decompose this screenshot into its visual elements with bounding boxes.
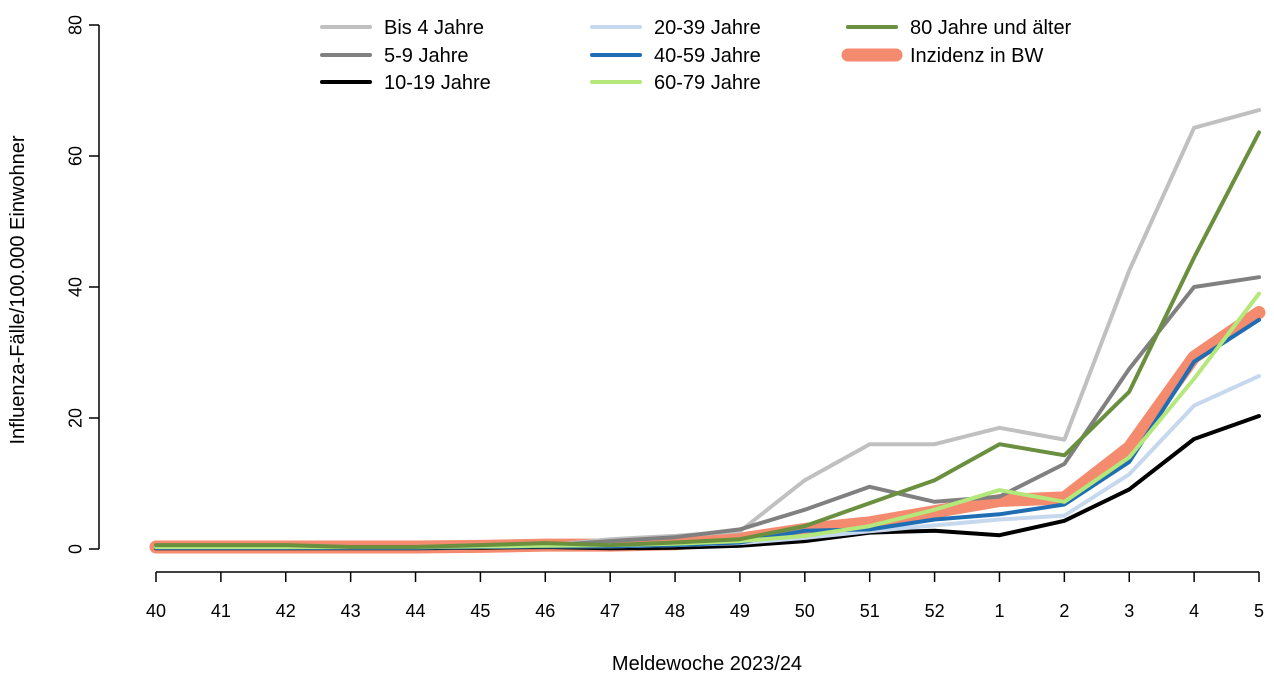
- x-tick-label: 2: [1059, 601, 1069, 621]
- legend-label: Bis 4 Jahre: [384, 17, 484, 39]
- y-tick-label: 0: [65, 544, 85, 554]
- x-tick-label: 3: [1124, 601, 1134, 621]
- x-tick-label: 41: [211, 601, 231, 621]
- x-tick-label: 45: [470, 601, 490, 621]
- legend-label: 10-19 Jahre: [384, 72, 491, 94]
- x-tick-label: 42: [276, 601, 296, 621]
- legend-label: Inzidenz in BW: [910, 45, 1044, 67]
- x-axis: 40 41 42 43 44 45 46 47 48 49 50 51 52 1 2 3 4 5: [146, 571, 1264, 621]
- x-tick-label: 43: [341, 601, 361, 621]
- x-tick-label: 50: [795, 601, 815, 621]
- y-tick-label: 80: [65, 15, 85, 35]
- y-axis-title: Influenza-Fälle/100.000 Einwohner: [7, 135, 29, 444]
- x-tick-label: 52: [925, 601, 945, 621]
- legend-label: 60-79 Jahre: [654, 72, 761, 94]
- series-line-7: [149, 306, 1266, 554]
- x-tick-label: 5: [1254, 601, 1264, 621]
- legend-label: 5-9 Jahre: [384, 45, 469, 67]
- x-tick-label: 40: [146, 601, 166, 621]
- x-tick-label: 49: [730, 601, 750, 621]
- legend: Bis 4 Jahre 5-9 Jahre 10-19 Jahre 20-39 Jah…: [320, 17, 1072, 94]
- y-tick-label: 40: [65, 277, 85, 297]
- series-layer: [149, 108, 1266, 554]
- legend-label: 40-59 Jahre: [654, 45, 761, 67]
- series-line-3: [154, 374, 1261, 550]
- y-axis: 0 20 40 60 80: [65, 15, 100, 554]
- x-tick-label: 46: [535, 601, 555, 621]
- series-line-6: [154, 130, 1261, 549]
- x-tick-label: 44: [406, 601, 426, 621]
- y-tick-label: 60: [65, 146, 85, 166]
- x-tick-label: 48: [665, 601, 685, 621]
- x-axis-title: Meldewoche 2023/24: [612, 653, 802, 673]
- legend-label: 80 Jahre und älter: [910, 17, 1072, 39]
- x-tick-label: 51: [860, 601, 880, 621]
- y-tick-label: 20: [65, 408, 85, 428]
- x-tick-label: 47: [600, 601, 620, 621]
- x-tick-label: 4: [1189, 601, 1199, 621]
- legend-label: 20-39 Jahre: [654, 17, 761, 39]
- x-tick-label: 1: [994, 601, 1004, 621]
- series-line-4: [154, 317, 1261, 550]
